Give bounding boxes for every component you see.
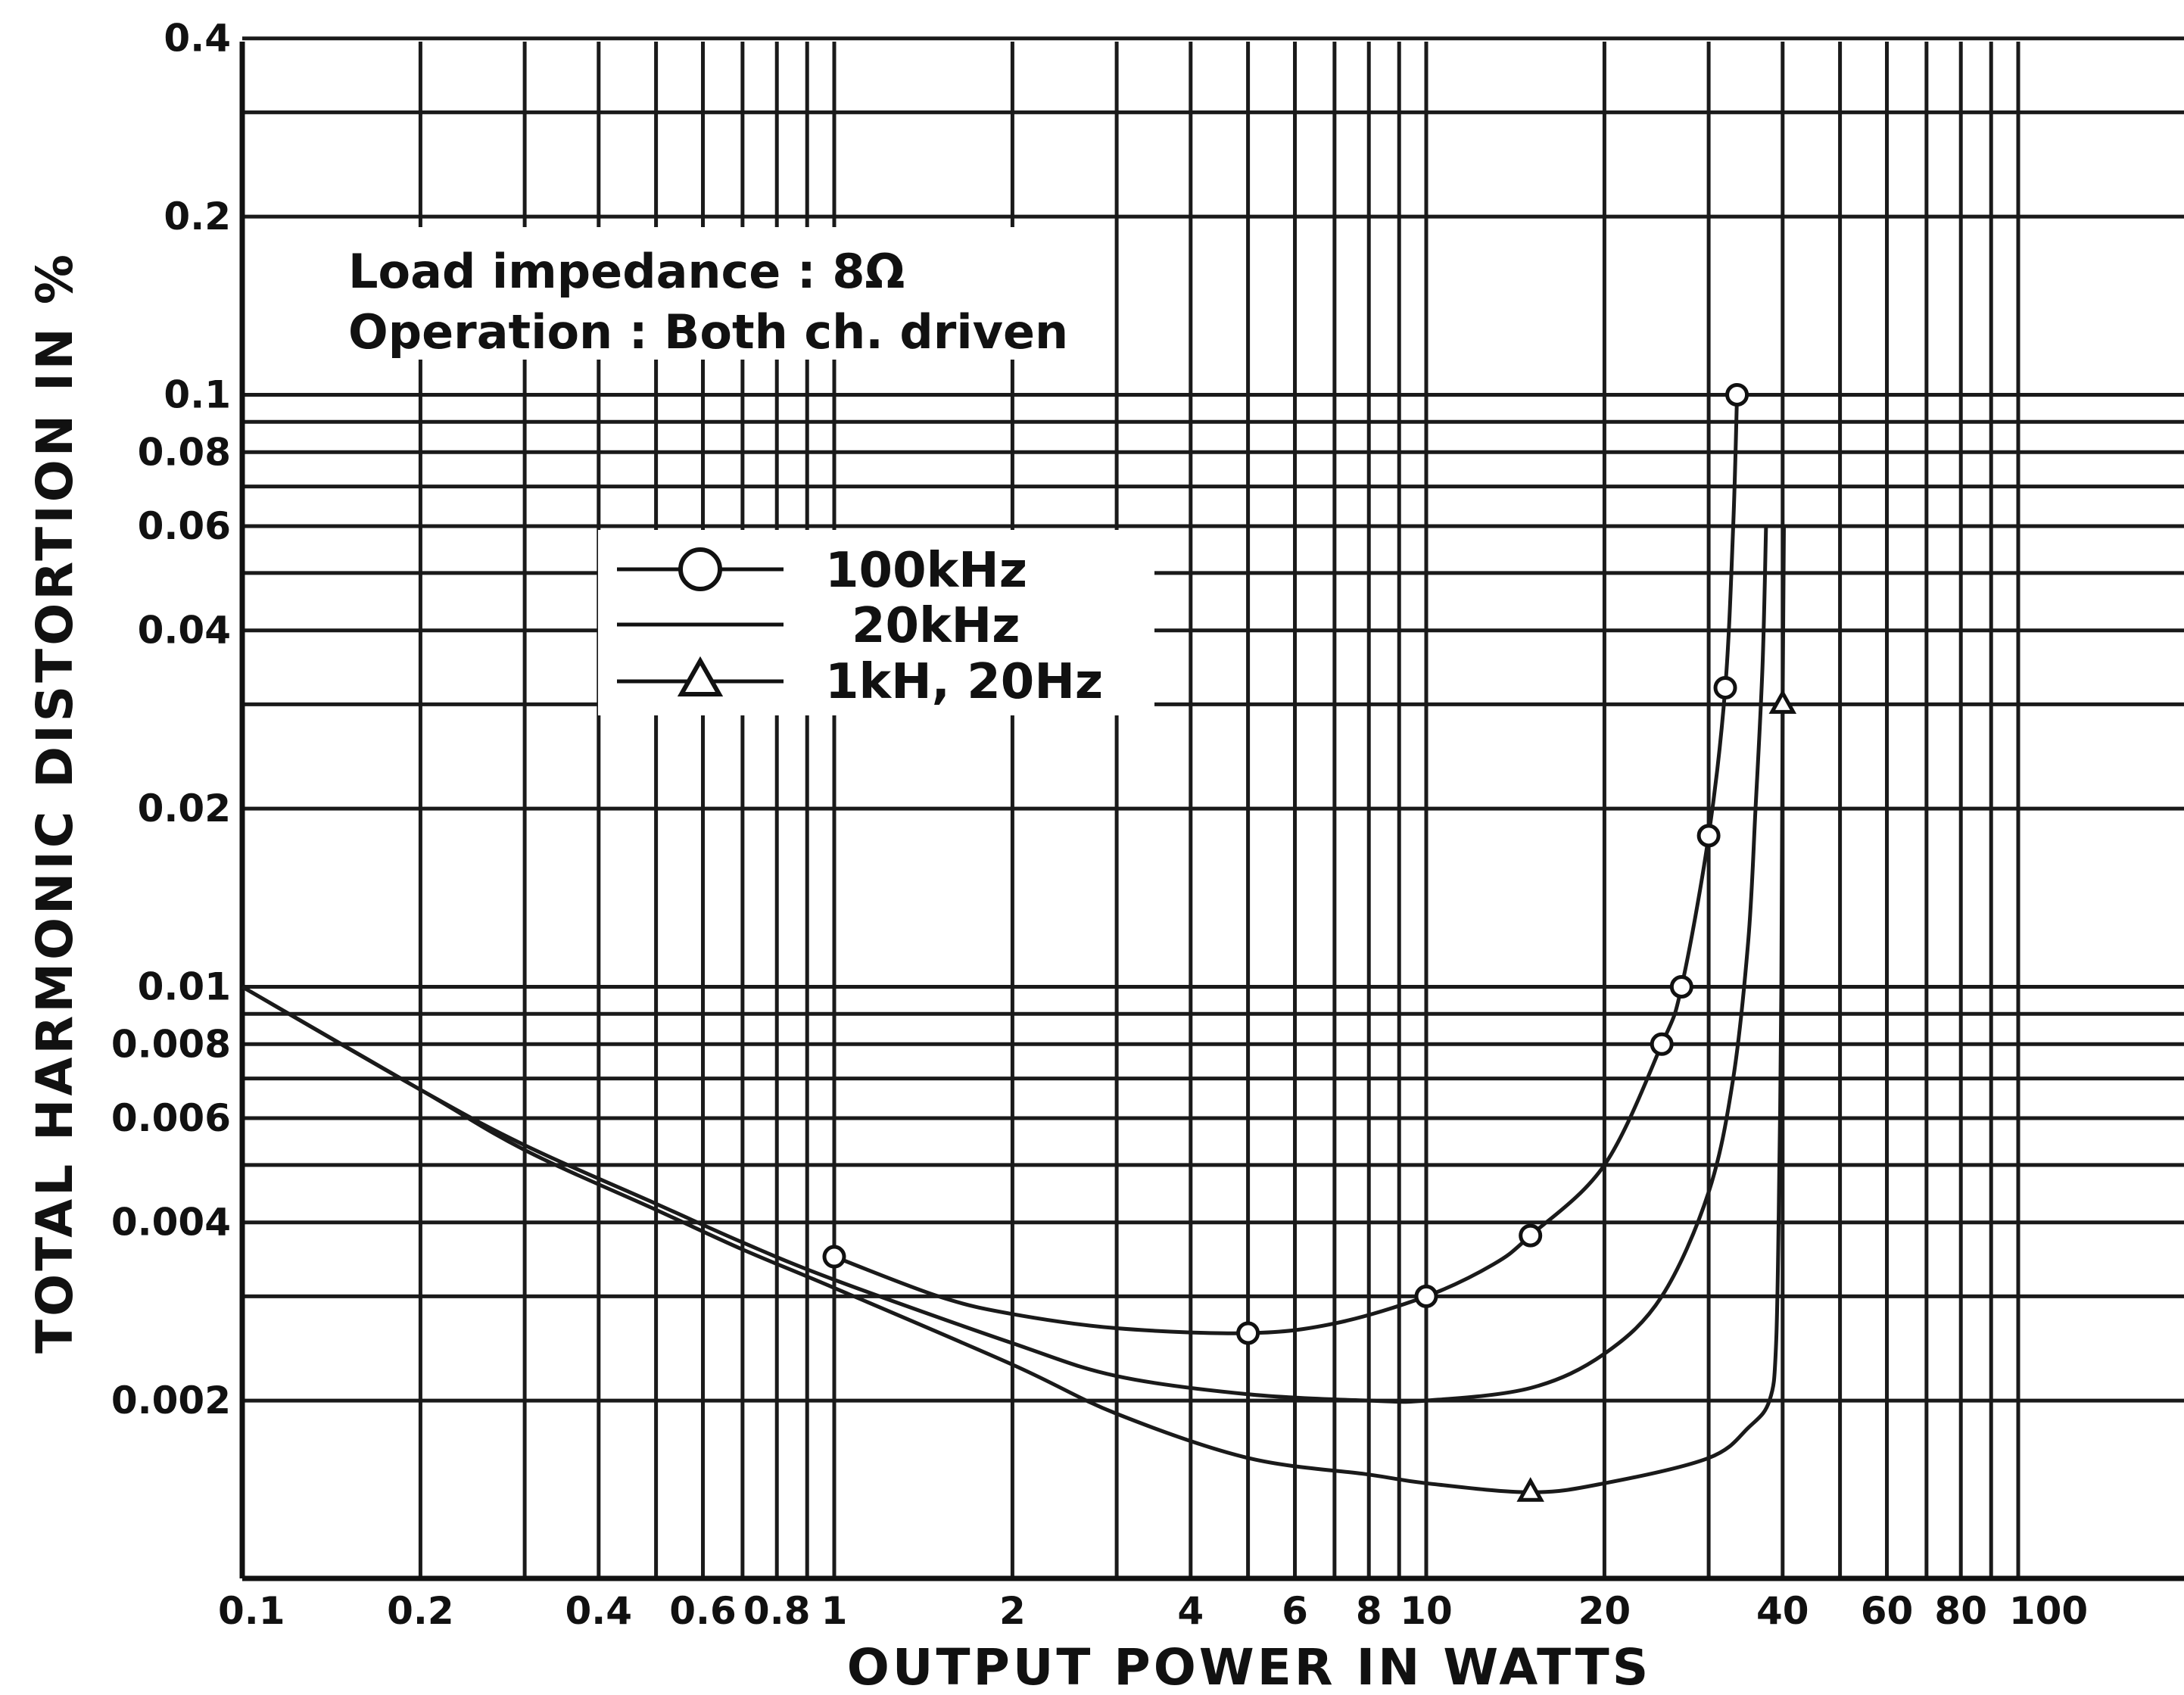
y-tick-label: 0.008 <box>111 1022 231 1066</box>
data-point-1kh-20hz <box>1516 1477 1544 1502</box>
series-line-1kh-20hz <box>241 525 1786 1494</box>
y-tick-label: 0.4 <box>164 17 231 61</box>
x-tick-label: 20 <box>1578 1589 1631 1633</box>
y-tick-label: 0.1 <box>164 373 231 417</box>
data-point-100khz <box>1650 1032 1674 1056</box>
data-point-100khz <box>822 1245 846 1269</box>
x-tick-label: 0.4 <box>565 1589 633 1633</box>
data-point-100khz <box>1713 675 1737 699</box>
x-tick-label: 4 <box>1177 1589 1204 1633</box>
y-tick-label: 0.08 <box>138 430 231 474</box>
y-tick-label: 0.01 <box>138 965 231 1009</box>
y-tick-label: 0.002 <box>111 1379 231 1422</box>
y-tick-labels: 0.4 0.2 0.1 0.08 0.06 0.04 0.02 0.01 0.008 0.006 0… <box>111 17 231 1422</box>
legend-label-100khz: 100kHz <box>825 543 1027 599</box>
legend: 100kHz 20kHz 1kH, 20Hz <box>598 530 1154 715</box>
legend-triangle-marker <box>677 656 724 696</box>
data-point-100khz <box>1696 824 1721 848</box>
y-tick-label: 0.04 <box>138 609 231 653</box>
x-tick-label: 80 <box>1934 1589 1987 1633</box>
legend-item-20khz: 20kHz <box>617 598 1020 654</box>
markers <box>822 383 1797 1502</box>
legend-item-100khz: 100kHz <box>617 543 1027 599</box>
x-axis-title: OUTPUT POWER IN WATTS <box>847 1638 1652 1695</box>
x-tick-label: 10 <box>1400 1589 1453 1633</box>
x-tick-label: 100 <box>2009 1589 2088 1633</box>
x-tick-label: 0.2 <box>387 1589 454 1633</box>
y-axis-title: TOTAL HARMONIC DISTORTION IN % <box>26 251 84 1354</box>
x-tick-label: 1 <box>821 1589 848 1633</box>
data-point-100khz <box>1669 975 1693 999</box>
legend-circle-marker <box>678 547 722 591</box>
x-tick-label: 6 <box>1282 1589 1308 1633</box>
data-point-100khz <box>1725 383 1749 407</box>
note-operation: Operation : Both ch. driven <box>348 304 1068 360</box>
conditions-note: Load impedance : 8Ω Operation : Both ch.… <box>337 227 1086 360</box>
note-load-impedance: Load impedance : 8Ω <box>348 244 905 299</box>
data-point-100khz <box>1236 1321 1260 1345</box>
y-tick-label: 0.06 <box>138 504 231 548</box>
x-tick-label: 60 <box>1861 1589 1914 1633</box>
x-tick-label: 0.1 <box>218 1589 285 1633</box>
x-tick-label: 8 <box>1356 1589 1382 1633</box>
y-tick-label: 0.006 <box>111 1096 231 1140</box>
y-tick-label: 0.004 <box>111 1201 231 1245</box>
legend-label-1khz-20hz: 1kH, 20Hz <box>825 654 1103 710</box>
legend-item-1khz-20hz: 1kH, 20Hz <box>617 654 1103 710</box>
data-point-1kh-20hz <box>1768 689 1797 714</box>
legend-label-20khz: 20kHz <box>852 598 1020 654</box>
data-point-100khz <box>1414 1284 1438 1308</box>
x-tick-label: 2 <box>999 1589 1026 1633</box>
x-tick-labels: 0.1 0.2 0.4 0.6 0.8 1 2 4 6 8 10 20 40 60 80 100 <box>218 1589 2088 1633</box>
series-line-20khz <box>241 525 1768 1404</box>
x-tick-label: 40 <box>1756 1589 1809 1633</box>
x-tick-label: 0.6 <box>669 1589 737 1633</box>
y-tick-label: 0.02 <box>138 787 231 830</box>
x-tick-label: 0.8 <box>743 1589 811 1633</box>
y-tick-label: 0.2 <box>164 195 231 238</box>
data-point-100khz <box>1519 1223 1543 1248</box>
